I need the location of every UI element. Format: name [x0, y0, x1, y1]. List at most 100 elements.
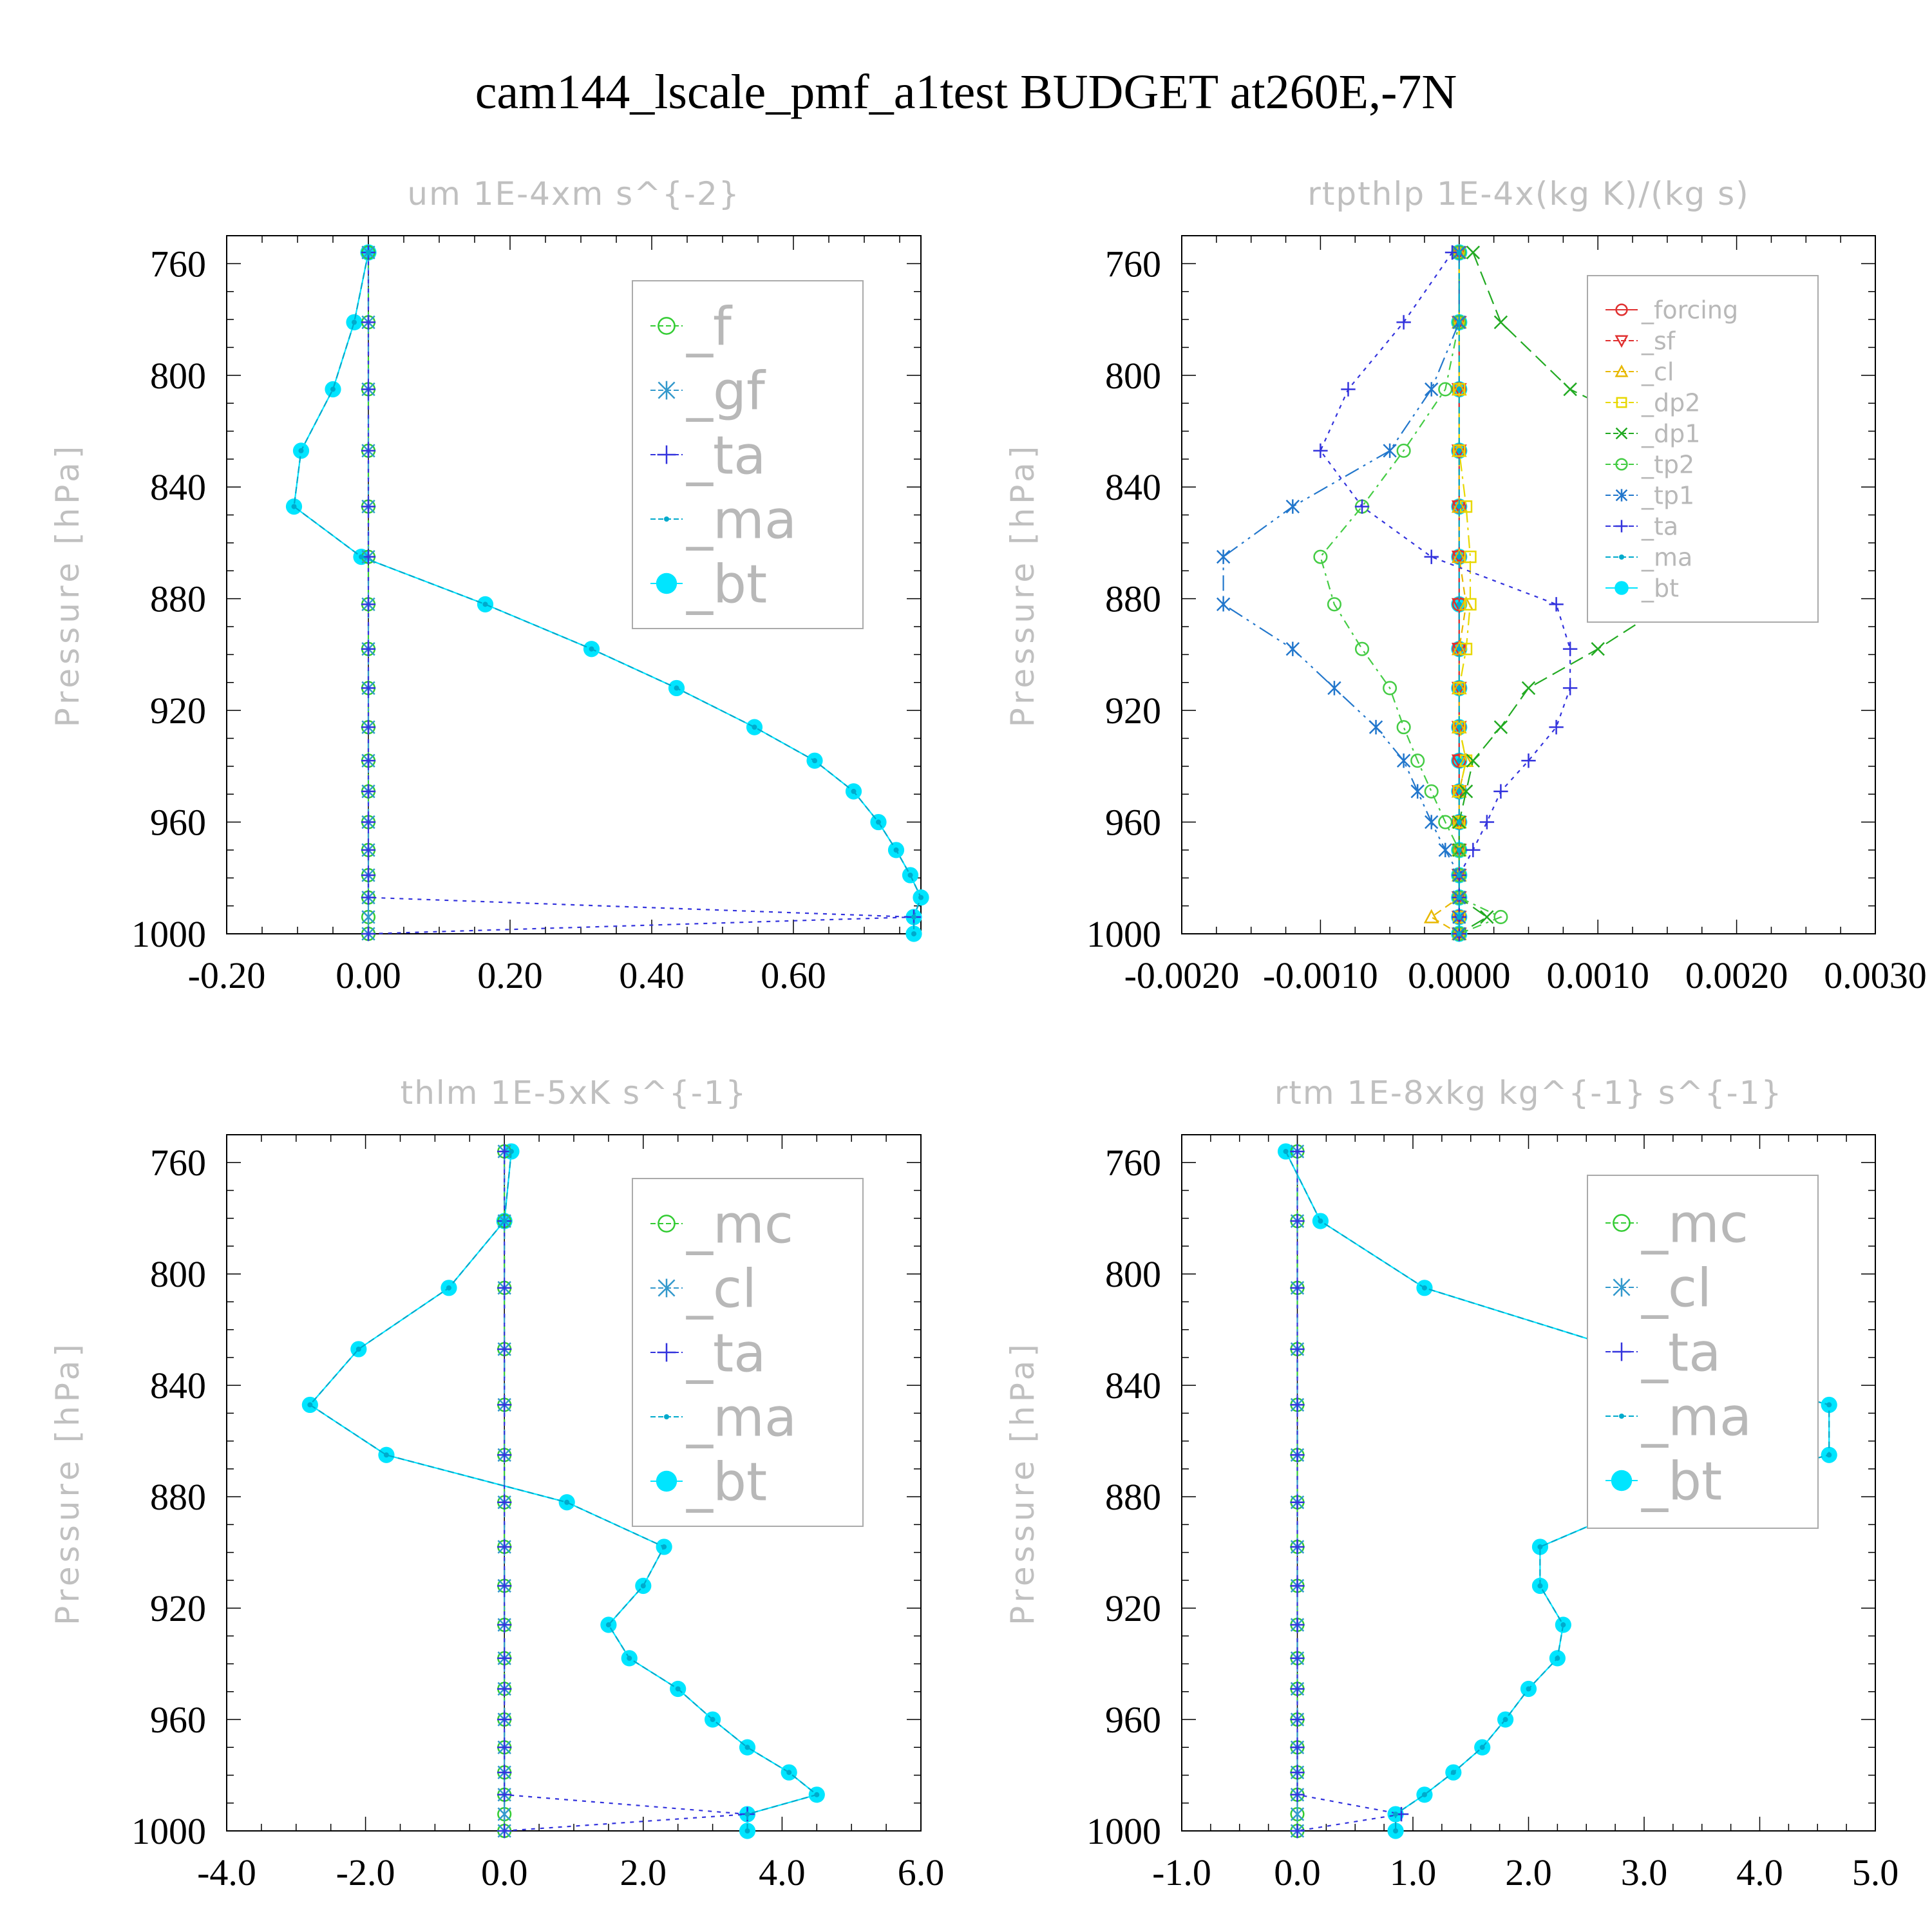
data-point [1453, 444, 1466, 457]
legend-label: _dp1 [1641, 420, 1700, 448]
legend: _f_gf_ta_ma_bt [632, 280, 864, 629]
data-point [1290, 1787, 1305, 1802]
data-point [1283, 1148, 1289, 1154]
data-point [366, 250, 371, 256]
data-point [1456, 646, 1462, 652]
y-tick-label: 920 [1105, 690, 1161, 732]
data-point [1549, 597, 1564, 612]
legend-label: _ma [686, 1388, 797, 1449]
legend-label: _cl [686, 1259, 757, 1320]
data-point [361, 909, 375, 925]
x-tick-label: 1.0 [1390, 1852, 1437, 1893]
panel-title: rtpthlp 1E-4x(kg K)/(kg s) [1307, 175, 1749, 213]
data-point [1464, 598, 1477, 611]
legend-marker [656, 1470, 677, 1492]
legend-marker [1615, 520, 1628, 533]
legend-marker [1615, 581, 1629, 595]
x-tick-label: 2.0 [620, 1852, 667, 1893]
legend-label: _gf [686, 361, 766, 422]
data-point [1563, 382, 1577, 397]
data-point [911, 914, 916, 920]
legend-marker [1613, 1214, 1631, 1232]
data-point [640, 1583, 646, 1589]
x-tick-label: 4.0 [759, 1852, 806, 1893]
data-point [1453, 785, 1466, 798]
legend-label: _f [686, 297, 733, 358]
data-point [1285, 499, 1300, 514]
legend-label: _tp2 [1641, 451, 1694, 479]
data-point [1290, 1397, 1305, 1412]
y-axis-label: Pressure [hPa] [1004, 1340, 1041, 1625]
series-ma [1456, 250, 1462, 936]
data-point [355, 1346, 361, 1352]
legend-marker [658, 317, 676, 335]
data-point [1438, 842, 1452, 858]
data-point [1453, 815, 1466, 829]
legend-marker [1615, 427, 1628, 440]
data-point [1493, 784, 1508, 799]
data-point [1354, 499, 1370, 514]
x-tick-label: -0.0010 [1263, 954, 1378, 996]
panel-title: rtm 1E-8xkg kg^{-1} s^{-1} [1274, 1074, 1783, 1112]
legend-label: _ta [1641, 1323, 1721, 1384]
data-point [497, 1712, 512, 1727]
data-point [1421, 1792, 1427, 1797]
x-tick-label: 0.0 [481, 1852, 528, 1893]
series-line [1222, 252, 1460, 934]
data-point [1216, 549, 1231, 564]
data-point [1290, 1712, 1305, 1727]
data-point [1456, 448, 1462, 453]
y-axis-label: Pressure [hPa] [1004, 442, 1041, 728]
legend-marker [1615, 303, 1628, 316]
series-line [308, 1151, 819, 1831]
data-point [361, 641, 376, 656]
legend-label: _ma [1641, 544, 1692, 572]
legend-label: _bt [686, 1452, 767, 1513]
x-tick-label: 0.0000 [1408, 954, 1511, 996]
legend-marker [1615, 458, 1628, 471]
legend-marker [1611, 1470, 1633, 1492]
data-point [1826, 1452, 1832, 1458]
panel-4: 760 800 840 880 920 960 1000-1.0 0.0 1.0 2.0 3.0 4.… [1004, 1074, 1899, 1893]
plot-frame [226, 235, 922, 934]
legend-label: _mc [686, 1195, 793, 1256]
panel-2: 760 800 840 880 920 960 1000-0.0020 -0.0010 0.00… [1004, 175, 1927, 996]
legend-marker [1615, 335, 1629, 348]
data-point [361, 867, 376, 883]
series-ma [291, 250, 923, 936]
data-point [497, 1341, 512, 1357]
legend-label: _mc [1641, 1194, 1748, 1255]
data-point [1562, 641, 1578, 656]
y-tick-label: 920 [1105, 1587, 1161, 1629]
x-tick-label: 0.60 [761, 954, 826, 996]
x-tick-label: -4.0 [197, 1852, 256, 1893]
data-point [482, 601, 488, 607]
panel-3: 760 800 840 880 920 960 1000-4.0 -2.0 0.0 2.0 4.0 6… [49, 1074, 944, 1893]
data-point [361, 681, 376, 696]
data-point [497, 1539, 512, 1555]
series-line [1320, 252, 1503, 935]
series-line [293, 252, 922, 934]
data-point [564, 1499, 570, 1505]
data-point [361, 815, 376, 829]
data-point [1464, 550, 1477, 564]
y-tick-label: 800 [150, 1253, 206, 1295]
legend-label: _ta [1641, 513, 1678, 541]
data-point [361, 784, 376, 799]
x-tick-label: -1.0 [1152, 1852, 1211, 1893]
y-tick-label: 1000 [1086, 913, 1161, 955]
data-point [361, 597, 376, 612]
data-point [497, 1578, 512, 1593]
y-tick-label: 960 [150, 802, 206, 844]
data-point [291, 504, 297, 509]
legend-marker [658, 381, 676, 400]
data-point [1537, 1544, 1543, 1549]
legend-label: _tp1 [1641, 482, 1694, 510]
legend-label: _ma [686, 490, 797, 551]
data-point [1456, 931, 1462, 936]
legend-label: _ta [686, 1323, 766, 1385]
data-point [1290, 1578, 1305, 1593]
data-point [1290, 1806, 1305, 1822]
data-point [497, 1280, 512, 1296]
legend-marker [656, 573, 677, 594]
